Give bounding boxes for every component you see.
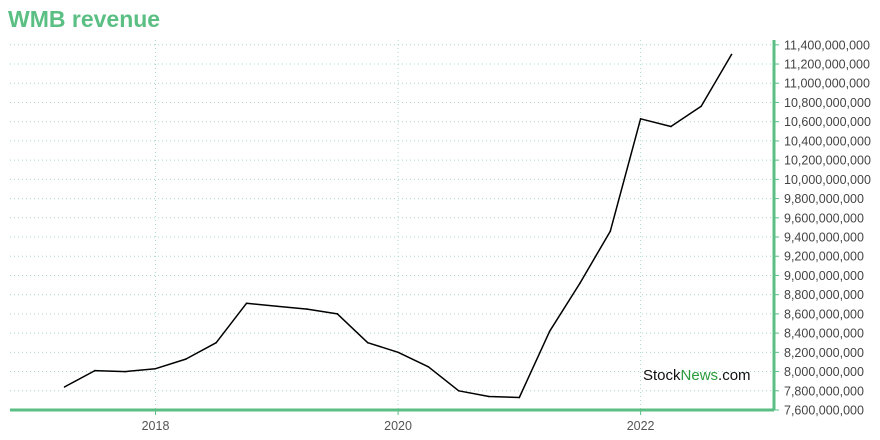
- y-tick-label: 10,800,000,000: [784, 96, 871, 110]
- y-tick-label: 9,000,000,000: [784, 269, 864, 283]
- x-tick-label: 2018: [142, 419, 170, 433]
- watermark: StockNews.com: [643, 367, 751, 384]
- data-point: [154, 367, 157, 370]
- x-axis-ticks: 2018 2020 2022: [142, 410, 655, 433]
- watermark-part-stock: Stock: [643, 367, 681, 384]
- data-point: [336, 313, 339, 315]
- x-tick-label: 2020: [384, 419, 412, 433]
- data-point: [579, 282, 581, 284]
- y-tick-label: 8,800,000,000: [784, 288, 864, 302]
- series-line: [64, 54, 733, 399]
- data-point: [245, 302, 248, 305]
- y-tick-label: 7,600,000,000: [784, 404, 864, 418]
- y-tick-label: 10,400,000,000: [784, 134, 871, 148]
- data-point: [609, 230, 612, 233]
- y-tick-label: 8,600,000,000: [784, 307, 864, 321]
- data-point: [94, 369, 96, 372]
- data-point: [306, 308, 308, 310]
- y-axis-ticks: 7,600,000,000 7,800,000,000 8,000,000,000 8…: [774, 38, 871, 418]
- data-point: [215, 341, 217, 344]
- data-point: [427, 365, 430, 368]
- y-tick-label: 9,400,000,000: [784, 231, 864, 245]
- axes: [10, 40, 776, 412]
- x-tick-label: 2022: [627, 419, 655, 433]
- y-tick-label: 10,600,000,000: [784, 115, 871, 129]
- data-point: [639, 118, 642, 120]
- chart-title: WMB revenue: [8, 6, 161, 32]
- data-point: [700, 105, 703, 108]
- watermark-part-news: News: [681, 367, 719, 384]
- y-tick-label: 10,200,000,000: [784, 154, 871, 168]
- data-point: [457, 389, 460, 392]
- y-tick-label: 10,000,000,000: [784, 173, 871, 187]
- y-tick-label: 9,600,000,000: [784, 211, 864, 225]
- data-point: [730, 53, 733, 56]
- y-tick-label: 7,800,000,000: [784, 384, 864, 398]
- data-point: [548, 330, 551, 332]
- y-tick-label: 8,200,000,000: [784, 346, 864, 360]
- y-tick-label: 11,200,000,000: [784, 58, 870, 72]
- y-tick-label: 9,200,000,000: [784, 250, 864, 264]
- data-point: [366, 341, 369, 344]
- y-tick-label: 8,400,000,000: [784, 327, 864, 341]
- watermark-part-com: .com: [718, 367, 751, 384]
- data-point: [275, 305, 278, 308]
- data-point: [488, 395, 490, 398]
- y-tick-label: 11,400,000,000: [784, 38, 870, 52]
- grid-lines: [10, 40, 774, 411]
- y-tick-label: 9,800,000,000: [784, 192, 864, 206]
- data-point: [397, 351, 399, 354]
- data-point: [124, 370, 127, 373]
- y-tick-label: 11,000,000,000: [784, 77, 870, 91]
- series-group: [63, 53, 733, 399]
- data-point: [185, 358, 187, 360]
- y-tick-label: 8,000,000,000: [784, 365, 864, 379]
- data-point: [670, 125, 672, 128]
- data-point: [518, 396, 521, 399]
- data-point: [63, 386, 66, 388]
